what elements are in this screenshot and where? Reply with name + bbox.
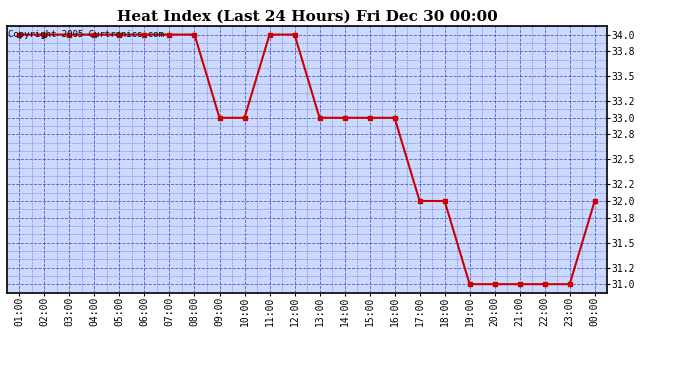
- Title: Heat Index (Last 24 Hours) Fri Dec 30 00:00: Heat Index (Last 24 Hours) Fri Dec 30 00…: [117, 10, 497, 24]
- Text: Copyright 2005 Curtronics.com: Copyright 2005 Curtronics.com: [8, 30, 164, 39]
